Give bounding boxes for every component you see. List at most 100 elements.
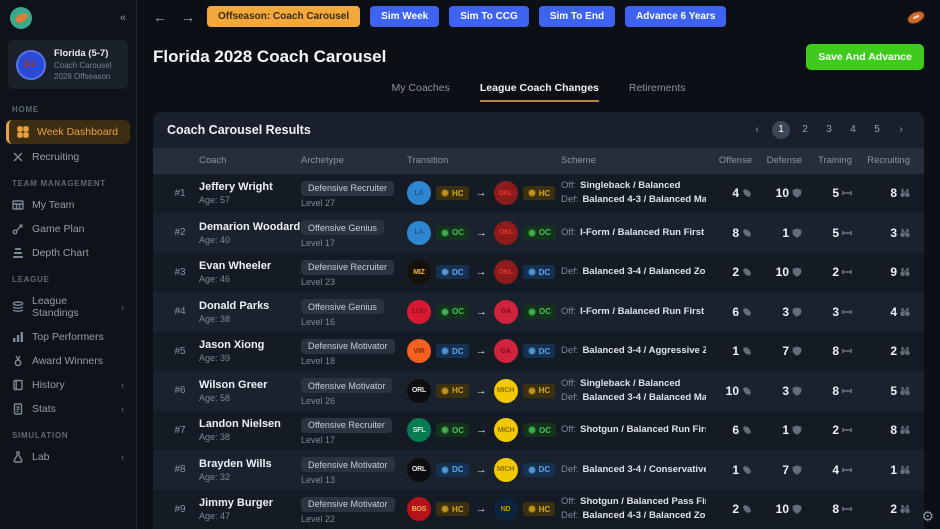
recruiting-rating: 8 xyxy=(852,186,910,200)
role-icon xyxy=(441,386,449,395)
sidebar-item-depth-chart[interactable]: Depth Chart xyxy=(0,241,136,265)
back-arrow-icon[interactable]: ← xyxy=(153,8,167,25)
to-role-badge: HC xyxy=(522,383,556,398)
sidebar-item-top-performers[interactable]: Top Performers xyxy=(0,325,136,349)
recruiting-rating: 5 xyxy=(852,384,910,398)
sidebar-item-award-winners[interactable]: Award Winners xyxy=(0,349,136,373)
table-row[interactable]: #4 Donald Parks Age: 38 Offensive Genius… xyxy=(153,292,924,332)
offense-rating: 1 xyxy=(706,463,752,477)
sidebar-item-my-team[interactable]: My Team xyxy=(0,193,136,217)
table-row[interactable]: #6 Wilson Greer Age: 58 Offensive Motiva… xyxy=(153,371,924,411)
training-dumbbell-icon xyxy=(842,388,852,393)
sidebar-item-history[interactable]: History › xyxy=(0,373,136,397)
role-icon xyxy=(527,386,536,395)
defense-rating: 10 xyxy=(752,502,802,516)
recruiting-binoculars-icon xyxy=(900,307,910,316)
tab-retirements[interactable]: Retirements xyxy=(628,81,686,94)
sim-week-button[interactable]: Sim Week xyxy=(370,6,440,28)
table-row[interactable]: #8 Brayden Wills Age: 32 Defensive Motiv… xyxy=(153,450,924,490)
row-rank: #1 xyxy=(174,187,186,199)
table-row[interactable]: #9 Jimmy Burger Age: 47 Defensive Motiva… xyxy=(153,489,924,529)
results-table-body: #1 Jeffery Wright Age: 57 Defensive Recr… xyxy=(153,173,924,529)
strategy-icon xyxy=(12,224,23,235)
scheme-cell: Def: Balanced 3-4 / Balanced Zone xyxy=(561,265,706,279)
offense-rating: 1 xyxy=(706,344,752,358)
sidebar-item-stats[interactable]: Stats › xyxy=(0,397,136,421)
sidebar-item-week-dashboard[interactable]: Week Dashboard xyxy=(6,120,130,144)
defense-rating: 1 xyxy=(752,423,802,437)
recruiting-rating: 3 xyxy=(852,226,910,240)
archetype-level: Level 23 xyxy=(301,277,336,288)
sidebar-item-recruiting[interactable]: Recruiting xyxy=(0,145,136,169)
coach-age: Age: 46 xyxy=(199,274,231,285)
role-icon xyxy=(527,268,536,277)
from-team-logo: LA xyxy=(407,220,431,245)
role-icon xyxy=(441,189,449,198)
scheme-cell: Def:Balanced 3-4 / Conservative Man xyxy=(561,463,706,477)
training-dumbbell-icon xyxy=(842,191,852,196)
row-rank: #4 xyxy=(174,306,186,318)
table-row[interactable]: #2 Demarion Woodard Age: 40 Offensive Ge… xyxy=(153,213,924,253)
settings-gear-icon[interactable]: ⚙ xyxy=(921,508,934,524)
page-title: Florida 2028 Coach Carousel xyxy=(153,46,387,66)
team-card[interactable]: FL Florida (5-7) Coach Carousel 2028 Off… xyxy=(8,40,128,89)
role-label: HC xyxy=(538,188,551,198)
offseason-phase-button[interactable]: Offseason: Coach Carousel xyxy=(207,6,361,28)
col-recruiting: Recruiting xyxy=(867,155,910,166)
table-row[interactable]: #1 Jeffery Wright Age: 57 Defensive Recr… xyxy=(153,173,924,213)
offense-football-icon xyxy=(743,386,751,395)
pagination-page-1[interactable]: 1 xyxy=(772,120,790,139)
scheme-line: Off: Singleback / Balanced xyxy=(561,180,681,191)
recruiting-binoculars-icon xyxy=(900,386,910,395)
archetype-level: Level 22 xyxy=(301,514,336,525)
row-rank: #5 xyxy=(174,345,186,357)
scheme-line: Off: Shotgun / Balanced Pass First xyxy=(561,496,706,507)
defense-rating: 1 xyxy=(752,226,802,240)
scheme-line: Def:Balanced 3-4 / Conservative Man xyxy=(561,463,706,475)
to-team-logo: OKL xyxy=(493,181,518,206)
from-role-badge: DC xyxy=(436,462,469,477)
role-label: DC xyxy=(538,465,551,475)
defense-shield-icon xyxy=(792,504,802,514)
transition-arrow-icon: → xyxy=(475,463,487,476)
pagination-page-5[interactable]: 5 xyxy=(874,124,880,135)
scheme-cell: Off: Singleback / Balanced Def: Balanced 3… xyxy=(561,377,706,406)
pagination-next-icon[interactable]: › xyxy=(899,124,903,135)
sidebar-item-lab[interactable]: Lab › xyxy=(0,445,136,469)
table-row[interactable]: #3 Evan Wheeler Age: 46 Defensive Recrui… xyxy=(153,252,924,292)
pagination-page-3[interactable]: 3 xyxy=(826,124,832,135)
app-logo-football-icon xyxy=(10,7,32,29)
save-and-advance-button[interactable]: Save And Advance xyxy=(806,43,924,70)
col-training: Training xyxy=(818,155,852,166)
coach-name: Jason Xiong xyxy=(199,339,265,352)
standings-layers-icon xyxy=(12,301,24,312)
to-role-badge: DC xyxy=(522,462,556,477)
sidebar: « FL Florida (5-7) Coach Carousel 2028 O… xyxy=(0,0,137,529)
forward-arrow-icon[interactable]: → xyxy=(181,8,195,25)
to-team-logo: ND xyxy=(493,497,518,522)
sidebar-item-game-plan[interactable]: Game Plan xyxy=(0,217,136,241)
advance-6-years-button[interactable]: Advance 6 Years xyxy=(625,6,727,28)
pagination-page-4[interactable]: 4 xyxy=(850,124,856,135)
sidebar-item-label: Lab xyxy=(32,451,50,463)
sidebar-collapse-icon[interactable]: « xyxy=(119,12,126,24)
table-row[interactable]: #5 Jason Xiong Age: 39 Defensive Motivat… xyxy=(153,331,924,371)
training-dumbbell-icon xyxy=(842,467,852,472)
from-role-badge: OC xyxy=(436,225,469,240)
tab-league-coach-changes[interactable]: League Coach Changes xyxy=(479,82,599,102)
to-role-badge: HC xyxy=(522,186,556,201)
role-icon xyxy=(441,505,449,514)
recruiting-binoculars-icon xyxy=(900,465,910,474)
scheme-line: Def: Balanced 3-4 / Balanced Man xyxy=(561,391,706,403)
pagination-prev-icon[interactable]: ‹ xyxy=(755,124,759,135)
sidebar-item-label: Stats xyxy=(32,403,56,415)
role-label: OC xyxy=(452,307,464,317)
role-label: DC xyxy=(538,346,551,356)
sim-to-ccg-button[interactable]: Sim To CCG xyxy=(449,6,529,28)
sim-to-end-button[interactable]: Sim To End xyxy=(538,6,616,28)
role-label: DC xyxy=(452,267,464,277)
pagination-page-2[interactable]: 2 xyxy=(802,124,808,135)
tab-my-coaches[interactable]: My Coaches xyxy=(391,81,450,94)
sidebar-item-league-standings[interactable]: League Standings › xyxy=(0,289,136,325)
table-row[interactable]: #7 Landon Nielsen Age: 38 Offensive Recr… xyxy=(153,410,924,450)
